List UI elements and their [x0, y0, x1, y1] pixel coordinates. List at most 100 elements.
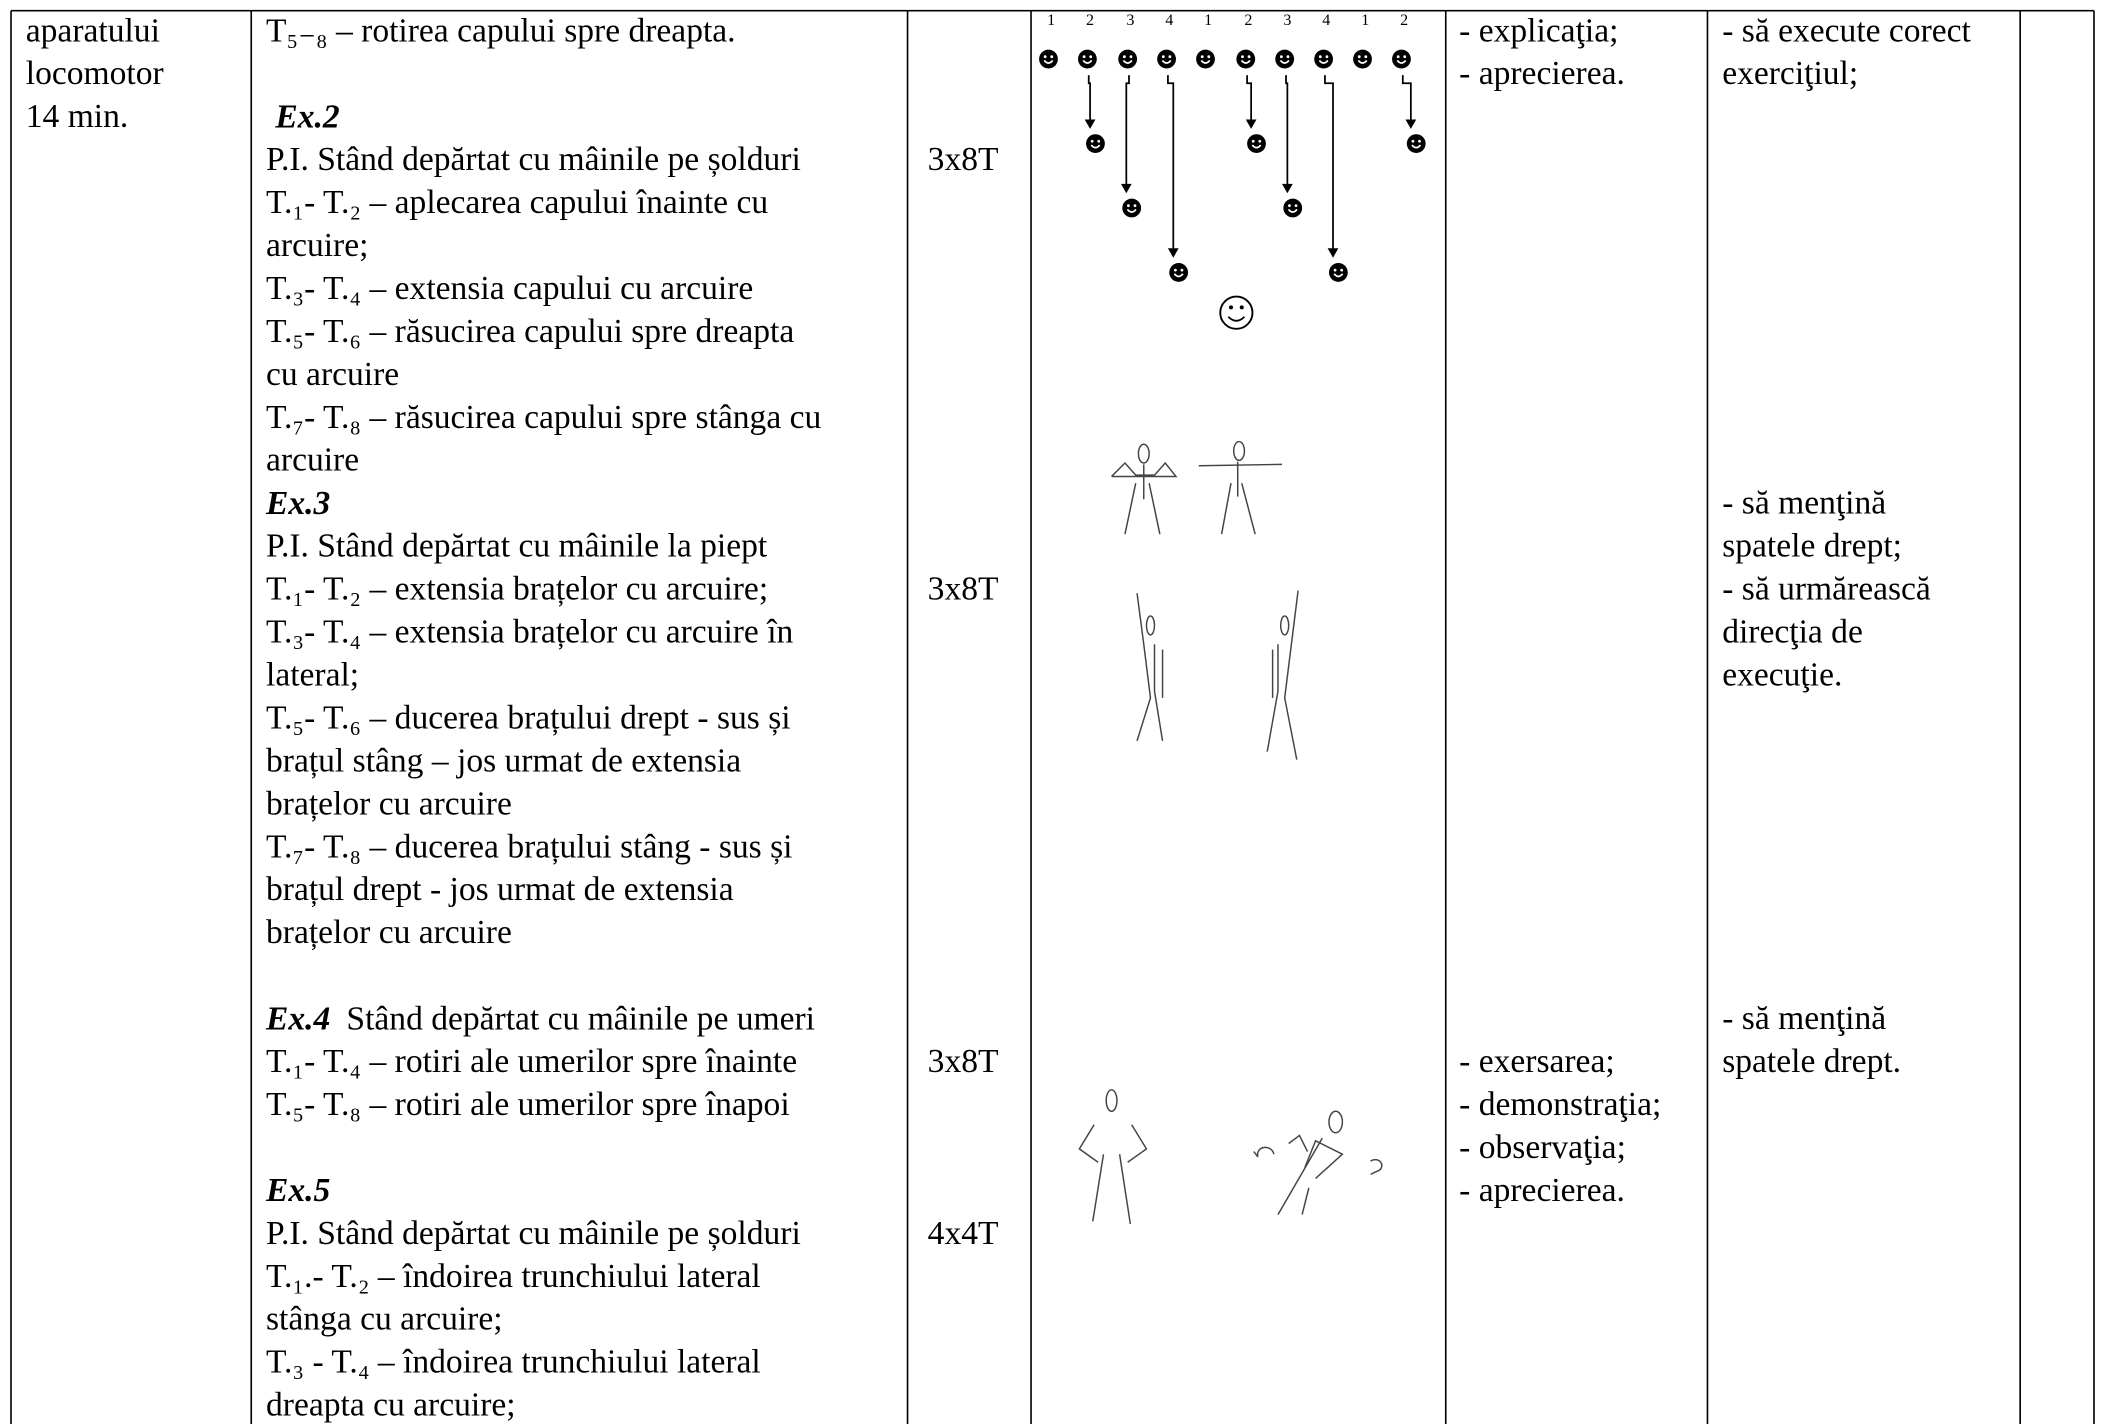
figure-head [1279, 615, 1290, 636]
count-number: 1 [1204, 12, 1212, 29]
student-eye [1357, 55, 1361, 59]
student-eye [1318, 55, 1322, 59]
student-eye [1097, 139, 1101, 143]
count-number: 1 [1047, 12, 1055, 29]
exercise-line: T.₃- T.₄ – extensia brațelor cu arcuire … [266, 614, 794, 651]
count-number: 2 [1400, 12, 1408, 29]
figure-head [1145, 615, 1156, 636]
rotation-mark [1253, 1146, 1275, 1158]
student-icon [1283, 198, 1303, 218]
move-arrow [1246, 75, 1253, 123]
method: - aprecierea. [1459, 1172, 1625, 1209]
student-icon [1118, 49, 1138, 69]
objective: - să execute corect [1722, 12, 1971, 49]
student-icon [1392, 49, 1411, 69]
student-eye [1043, 55, 1047, 59]
exercise-label: Ex.3 [265, 485, 330, 522]
exercise-line: T.₃ - T.₄ – îndoirea trunchiului lateral [266, 1344, 761, 1381]
student-eye [1364, 55, 1368, 59]
student-eye [1200, 55, 1204, 59]
figure-leg [1241, 482, 1256, 535]
figure-arms [1111, 461, 1178, 478]
figure-body [1277, 1137, 1323, 1215]
student-eye [1173, 268, 1177, 272]
exercise-line: brațelor cu arcuire [266, 785, 512, 822]
student-mouth [1279, 59, 1290, 64]
student-mouth [1200, 59, 1211, 64]
student-eye [1082, 55, 1086, 59]
student-eye [1129, 55, 1133, 59]
student-mouth [1173, 273, 1184, 278]
student-eye [1325, 55, 1329, 59]
student-icon [1078, 49, 1097, 69]
arrow-head [1120, 183, 1132, 194]
exercise-line: T.₁.- T.₂ – îndoirea trunchiului lateral [266, 1258, 761, 1295]
move-arrow [1285, 75, 1289, 187]
student-eye [1089, 55, 1093, 59]
student-eye [1418, 139, 1421, 143]
teacher-mouth [1227, 316, 1246, 322]
exercise-line: T.₁- T.₂ – extensia brațelor cu arcuire; [266, 571, 768, 608]
objective: - să menţină [1722, 485, 1886, 522]
student-mouth [1396, 59, 1407, 64]
objective: - să menţină [1722, 1000, 1886, 1037]
student-mouth [1090, 144, 1101, 149]
student-eye [1403, 55, 1407, 59]
student-eye [1411, 139, 1415, 143]
move-arrow [1324, 75, 1334, 251]
exercise-line: P.I. Stând depărtat cu mâinile pe șoldur… [266, 1215, 801, 1252]
figure-arms [1198, 463, 1283, 467]
student-mouth [1287, 208, 1298, 213]
student-mouth [1333, 273, 1344, 278]
exercise-line: brațul stâng – jos urmat de extensia [266, 742, 741, 779]
cell-text: 14 min. [26, 98, 129, 135]
figure-head [1105, 1089, 1118, 1113]
stick-figures [1078, 440, 1383, 1225]
exercise-line: T.₁- T.₄ – rotiri ale umerilor spre înai… [266, 1043, 797, 1080]
exercise-line: Ex.5 [265, 1172, 330, 1209]
exercise-line: arcuire [266, 442, 359, 479]
count-number: 3 [1283, 12, 1291, 29]
dosage: 3x8T [928, 1043, 999, 1080]
exercise-label: Ex.2 [274, 98, 339, 135]
figure-body [1136, 593, 1152, 742]
teacher-eye [1239, 305, 1244, 310]
exercise-line: arcuire; [266, 227, 368, 264]
teacher-icon [1219, 295, 1254, 330]
figure-arm [1078, 1124, 1099, 1163]
student-icon [1247, 134, 1266, 154]
exercise-line: Ex.3 [265, 485, 330, 522]
figure-head [1328, 1110, 1344, 1134]
exercise-line: T.₅- T.₆ – ducerea brațului drept - sus … [266, 699, 791, 736]
exercise-line: stânga cu arcuire; [266, 1301, 503, 1338]
student-icon [1086, 134, 1105, 154]
student-eye [1207, 55, 1211, 59]
student-icon [1314, 49, 1334, 69]
table-borders [10, 9, 2095, 1424]
figure-leg [1124, 483, 1137, 535]
student-eye [1258, 139, 1262, 143]
objective: - să urmărească [1722, 571, 1931, 608]
objective: execuţie. [1722, 656, 1842, 693]
dosage: 3x8T [928, 571, 999, 608]
figure-leg [1092, 1154, 1105, 1222]
student-eye [1396, 55, 1400, 59]
formation-diagram: 1 2 3 4 1 2 3 4 1 2 [1039, 12, 1426, 330]
method: - observaţia; [1459, 1129, 1626, 1166]
exercise-line: T₅₋₈ – rotirea capului spre dreapta. [266, 12, 736, 49]
figure-leg [1266, 644, 1279, 752]
student-mouth [1318, 59, 1329, 64]
student-eye [1286, 55, 1290, 59]
student-icon [1039, 49, 1058, 69]
figure-arm [1304, 1139, 1344, 1179]
exercise-label: Ex.4 [265, 1000, 330, 1037]
exercise-line: T.₅- T.₈ – rotiri ale umerilor spre înap… [266, 1086, 790, 1123]
student-eye [1279, 55, 1283, 59]
move-arrow [1401, 75, 1412, 123]
move-arrow [1167, 75, 1175, 251]
arrow-head [1084, 119, 1096, 129]
arrow-head [1167, 248, 1179, 258]
dosage: 4x4T [928, 1215, 999, 1252]
